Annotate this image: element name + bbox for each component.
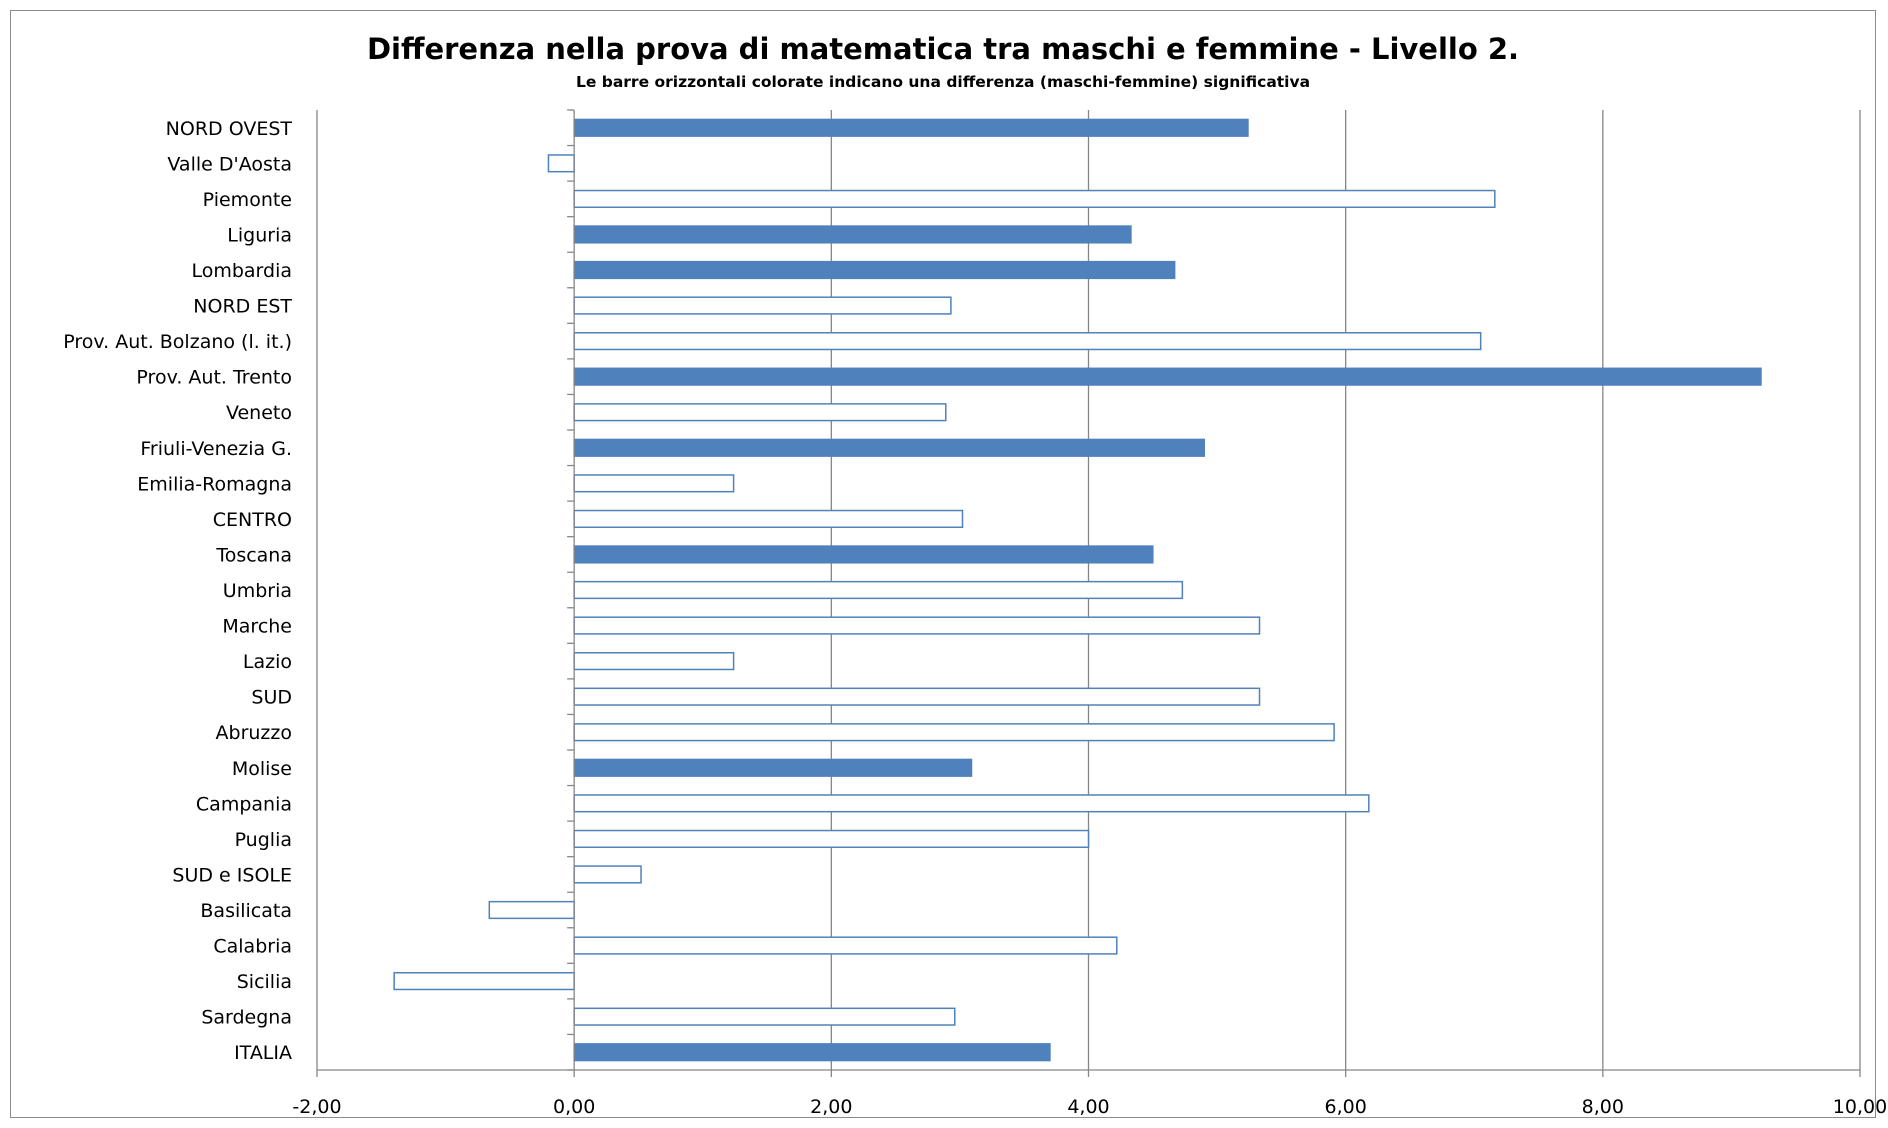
bar-26 xyxy=(573,1043,1051,1062)
bar-4 xyxy=(573,260,1176,280)
category-label-19: Campania xyxy=(196,793,292,815)
category-label-22: Basilicata xyxy=(200,900,292,922)
x-tick-label-2: 2,00 xyxy=(810,1096,852,1118)
x-tick-label-6: 10,00 xyxy=(1833,1096,1887,1118)
bar-7 xyxy=(573,367,1762,386)
bar-15 xyxy=(573,652,735,671)
category-label-14: Marche xyxy=(222,616,292,638)
category-label-10: Emilia-Romagna xyxy=(137,473,292,495)
bar-22 xyxy=(488,900,575,920)
bar-23 xyxy=(573,936,1118,955)
category-label-8: Veneto xyxy=(226,402,292,424)
category-label-7: Prov. Aut. Trento xyxy=(136,367,292,389)
bar-3 xyxy=(573,225,1132,244)
bar-2 xyxy=(573,189,1496,208)
category-label-21: SUD e ISOLE xyxy=(172,864,292,886)
bar-0 xyxy=(573,118,1249,137)
chart-title: Differenza nella prova di matematica tra… xyxy=(367,32,1519,66)
x-tick-label-3: 4,00 xyxy=(1067,1096,1109,1118)
bar-17 xyxy=(573,723,1335,742)
bar-1 xyxy=(547,154,575,173)
axes xyxy=(316,109,1861,1077)
bars xyxy=(393,118,1762,1062)
category-label-2: Piemonte xyxy=(203,189,292,211)
x-tick-label-1: 0,00 xyxy=(553,1096,595,1118)
category-label-12: Toscana xyxy=(215,544,292,566)
x-tick-label-5: 8,00 xyxy=(1582,1096,1624,1118)
category-label-9: Friuli-Venezia G. xyxy=(140,438,292,460)
category-label-17: Abruzzo xyxy=(216,722,292,744)
category-label-24: Sicilia xyxy=(237,971,292,993)
bar-6 xyxy=(573,332,1482,351)
category-label-15: Lazio xyxy=(243,651,292,673)
bar-24 xyxy=(393,972,575,991)
chart-subtitle: Le barre orizzontali colorate indicano u… xyxy=(576,73,1310,91)
category-label-16: SUD xyxy=(251,687,292,709)
bar-25 xyxy=(573,1007,956,1026)
bar-8 xyxy=(573,403,947,422)
category-label-25: Sardegna xyxy=(201,1007,292,1029)
bar-5 xyxy=(573,296,952,315)
category-label-1: Valle D'Aosta xyxy=(167,153,292,175)
bar-21 xyxy=(573,865,642,884)
bar-13 xyxy=(573,580,1184,600)
bar-19 xyxy=(573,794,1370,813)
category-label-11: CENTRO xyxy=(213,509,292,531)
category-label-18: Molise xyxy=(232,758,292,780)
category-label-5: NORD EST xyxy=(193,296,292,318)
tick-labels: -2,00 0,00 2,00 4,00 6,00 8,00 10,00 xyxy=(292,1096,1887,1118)
category-label-20: Puglia xyxy=(235,829,292,851)
category-label-0: NORD OVEST xyxy=(166,118,293,140)
category-label-3: Liguria xyxy=(227,224,292,246)
category-label-6: Prov. Aut. Bolzano (l. it.) xyxy=(63,331,292,353)
bar-10 xyxy=(573,474,735,493)
bar-14 xyxy=(573,616,1261,635)
bar-16 xyxy=(573,687,1261,706)
bar-12 xyxy=(573,545,1154,564)
x-tick-label-4: 6,00 xyxy=(1325,1096,1367,1118)
x-tick-label-0: -2,00 xyxy=(292,1096,341,1118)
bar-11 xyxy=(573,509,964,528)
category-label-26: ITALIA xyxy=(234,1042,292,1064)
category-label-13: Umbria xyxy=(223,580,292,602)
bar-9 xyxy=(573,438,1205,457)
category-label-23: Calabria xyxy=(213,936,292,958)
bar-20 xyxy=(573,829,1090,848)
category-label-4: Lombardia xyxy=(191,260,292,282)
bar-18 xyxy=(573,758,973,777)
category-labels: NORD OVEST Valle D'Aosta Piemonte Liguria Lo… xyxy=(63,118,292,1064)
